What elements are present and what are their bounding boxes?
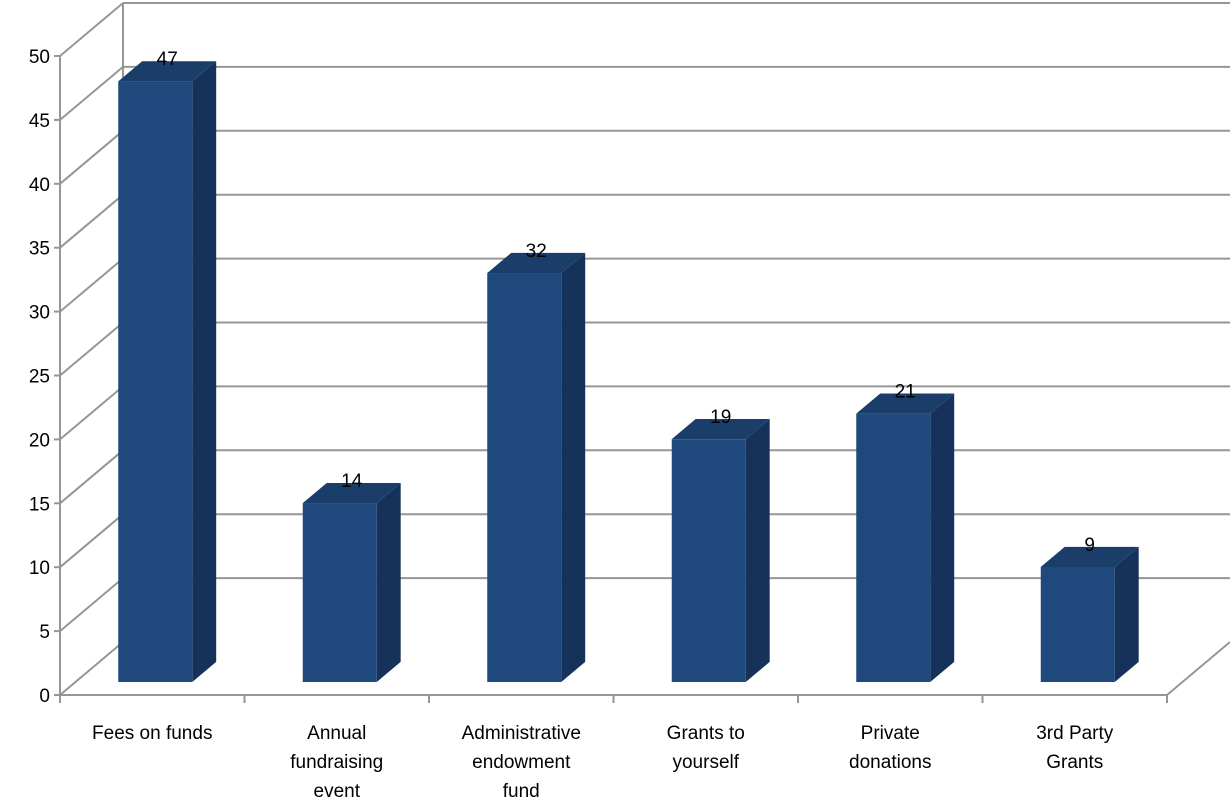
category-label: Fees on funds — [92, 723, 212, 744]
side-wall-gridline — [59, 577, 124, 632]
category-label: Grants to yourself — [667, 723, 745, 773]
bar — [487, 252, 586, 682]
y-tick-label: 50 — [29, 47, 50, 68]
side-wall-gridline — [59, 449, 124, 505]
side-wall-gridline — [59, 513, 124, 568]
y-tick-label: 10 — [29, 558, 50, 579]
data-label: 19 — [710, 407, 731, 428]
bar — [1040, 546, 1139, 682]
bar-side — [930, 393, 955, 682]
y-tick-label: 30 — [29, 303, 50, 324]
category-label: 3rd Party Grants — [1036, 723, 1114, 773]
side-wall-gridline — [59, 193, 124, 249]
bar-front — [856, 413, 931, 682]
side-wall-gridline — [59, 321, 124, 377]
bar-front — [302, 503, 377, 682]
floor-edge — [1166, 641, 1230, 696]
side-wall-gridline — [59, 257, 124, 313]
y-tick-label: 25 — [29, 367, 50, 388]
bars — [118, 61, 1139, 683]
bar-front — [671, 439, 746, 682]
y-tick-label: 0 — [39, 686, 50, 707]
data-label: 14 — [341, 471, 363, 492]
bar — [671, 419, 770, 682]
bar — [856, 393, 955, 682]
side-wall-gridline — [59, 66, 124, 121]
category-label: Administrative endowment fund — [462, 723, 581, 802]
bar-side — [745, 419, 770, 682]
bar-top — [671, 419, 770, 440]
bar-top — [118, 61, 217, 82]
side-wall-gridline — [59, 2, 124, 57]
y-tick-label: 45 — [29, 111, 50, 132]
side-wall-gridline — [59, 385, 124, 441]
data-label: 21 — [895, 381, 916, 402]
side-wall-gridline — [59, 130, 124, 185]
bar-front — [118, 81, 193, 683]
y-tick-label: 20 — [29, 430, 50, 451]
bar-side — [376, 482, 401, 682]
y-tick-label: 15 — [29, 494, 50, 515]
bar-front — [487, 273, 562, 682]
bar-top — [1040, 546, 1139, 567]
category-label: Private donations — [849, 723, 931, 773]
y-tick-label: 35 — [29, 239, 50, 260]
bar-top — [302, 482, 401, 504]
data-label: 47 — [157, 49, 178, 70]
bar-side — [192, 61, 217, 682]
category-labels: Fees on funds Annual fundraising event Admin… — [92, 723, 1114, 802]
bar-side — [561, 252, 586, 682]
y-tick-label: 40 — [29, 175, 50, 196]
bar-side — [1114, 546, 1139, 682]
bar-front — [1040, 566, 1115, 682]
y-tick-label: 5 — [39, 622, 50, 643]
bar-top — [487, 252, 586, 274]
data-labels: 47 14 32 19 21 9 — [157, 49, 1095, 556]
bar — [302, 482, 401, 682]
side-wall-gridline — [59, 641, 124, 696]
bar-top — [856, 393, 955, 414]
y-tick-labels: 0 5 10 15 20 25 30 35 40 45 50 — [29, 47, 50, 707]
bar — [118, 61, 217, 683]
category-label: Annual fundraising event — [290, 723, 383, 802]
data-label: 9 — [1084, 535, 1095, 556]
data-label: 32 — [526, 241, 547, 262]
